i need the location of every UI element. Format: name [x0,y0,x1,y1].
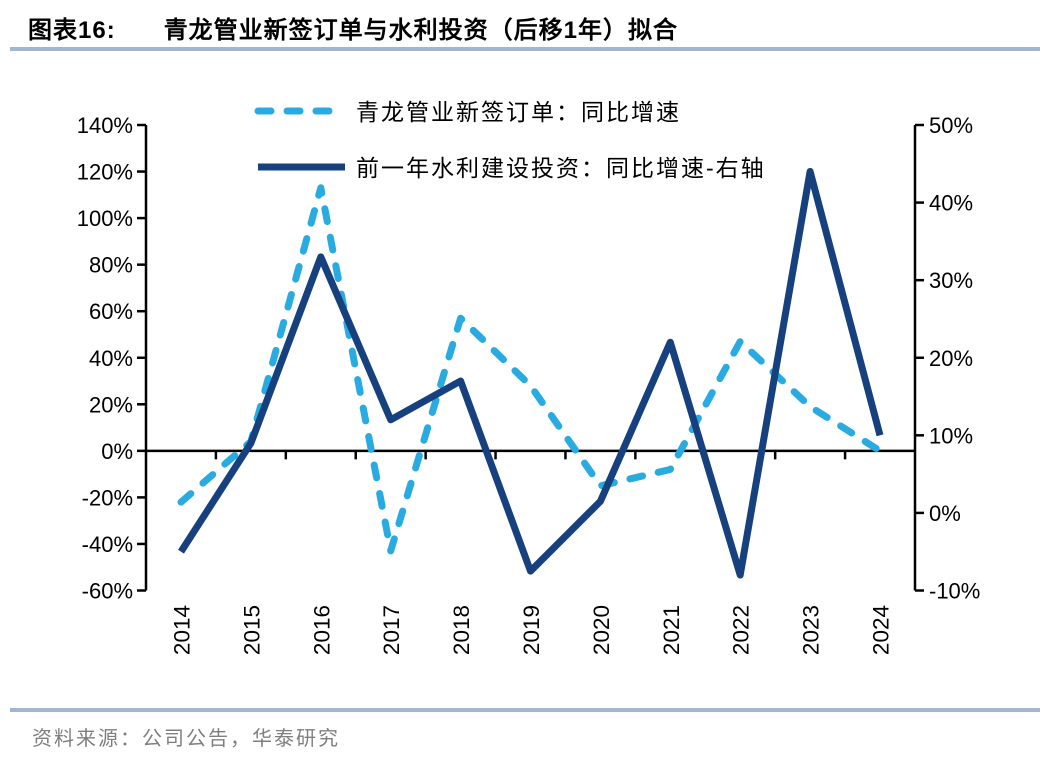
source-text: 资料来源：公司公告，华泰研究 [32,728,340,750]
legend-label-water-investment: 前一年水利建设投资：同比增速-右轴 [356,155,766,181]
left-tick-label: 40% [89,346,133,371]
right-tick-label: 40% [929,191,973,216]
title-divider [10,47,1040,51]
legend-label-new-orders: 青龙管业新签订单：同比增速 [356,99,681,125]
left-tick-label: 0% [101,439,133,464]
figure-title: 青龙管业新签订单与水利投资（后移1年）拟合 [163,17,679,44]
left-tick-label: 100% [77,206,133,231]
left-tick-label: 20% [89,392,133,417]
x-tick-label: 2023 [799,605,824,655]
x-tick-label: 2019 [519,605,544,655]
x-tick-label: 2024 [869,605,894,655]
x-tick-label: 2020 [589,605,614,655]
left-tick-label: 120% [77,160,133,185]
x-tick-label: 2014 [169,605,194,655]
left-tick-label: -40% [82,532,133,557]
right-tick-label: 10% [929,423,973,448]
left-tick-label: 140% [77,113,133,138]
x-tick-label: 2021 [659,605,684,655]
x-tick-label: 2022 [729,605,754,655]
line-chart: 140% 120% 100% 80% 60% 40% 20% 0% -20% -40% -60% 50… [77,99,981,655]
x-tick-label: 2018 [449,605,474,655]
figure-header: 图表16: 青龙管业新签订单与水利投资（后移1年）拟合 [28,10,678,45]
figure-label: 图表16: [28,17,116,44]
series-line-water-investment [178,168,884,579]
footer-divider [10,708,1040,712]
x-tick-label: 2016 [309,605,334,655]
right-tick-label: 50% [929,113,973,138]
right-tick-label: -10% [929,579,980,604]
right-tick-label: 30% [929,268,973,293]
right-tick-label: 0% [929,501,961,526]
left-tick-label: 60% [89,299,133,324]
left-tick-label: 80% [89,253,133,278]
x-tick-label: 2015 [239,605,264,655]
left-tick-label: -20% [82,485,133,510]
left-tick-label: -60% [82,579,133,604]
right-tick-label: 20% [929,346,973,371]
series-line-new-orders [177,184,884,555]
x-tick-label: 2017 [379,605,404,655]
